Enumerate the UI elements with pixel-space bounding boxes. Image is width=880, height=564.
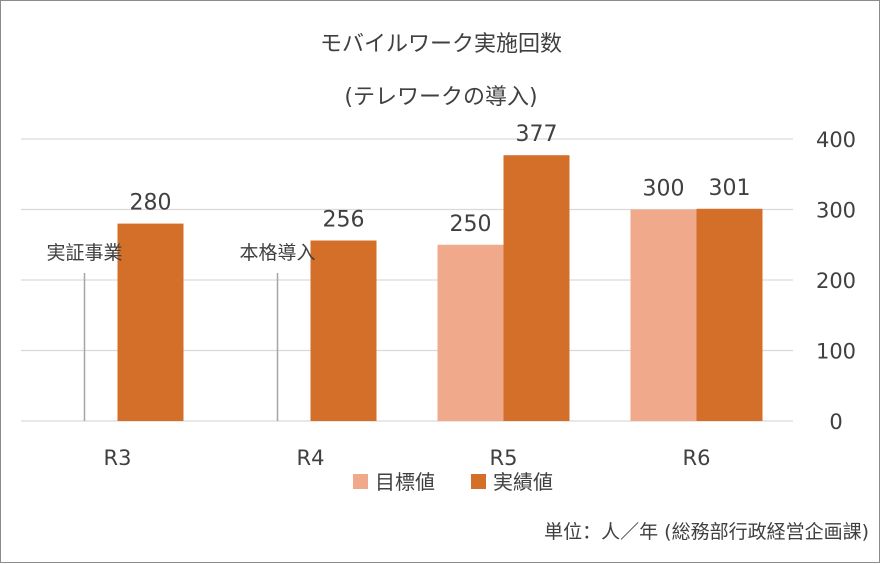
chart-subtitle: (テレワークの導入) — [344, 85, 537, 110]
y-tick-label: 0 — [829, 410, 842, 434]
legend-swatch — [353, 474, 368, 489]
data-label: 301 — [709, 176, 751, 201]
bar-actual — [503, 155, 570, 421]
annotations: 実証事業 本格導入 — [46, 242, 316, 421]
x-axis-labels: R3 R4 R5 R6 — [104, 446, 711, 470]
chart-title: モバイルワーク実施回数 — [320, 32, 562, 57]
x-tick-label: R6 — [683, 446, 711, 470]
data-label: 250 — [450, 212, 492, 237]
y-tick-label: 300 — [816, 199, 856, 223]
data-label: 280 — [130, 191, 172, 216]
y-tick-label: 200 — [816, 269, 856, 293]
source-note: 単位：人／年 (総務部行政経営企画課) — [544, 521, 869, 543]
x-tick-label: R5 — [490, 446, 518, 470]
data-label: 300 — [643, 177, 685, 202]
bars: 280 256 250 377 300 301 — [117, 122, 763, 421]
legend-label: 目標値 — [375, 470, 435, 494]
y-axis-ticks: 0 100 200 300 400 — [816, 128, 856, 434]
x-tick-label: R3 — [104, 446, 132, 470]
bar-target — [630, 209, 697, 421]
legend-swatch — [471, 474, 486, 489]
data-label: 377 — [516, 122, 558, 147]
legend-label: 実績値 — [493, 470, 553, 494]
bar-target — [437, 244, 504, 421]
annotation-label: 本格導入 — [239, 242, 315, 264]
y-tick-label: 400 — [816, 128, 856, 152]
bar-actual — [310, 240, 377, 421]
legend: 目標値 実績値 — [353, 470, 553, 494]
y-tick-label: 100 — [816, 340, 856, 364]
data-label: 256 — [323, 208, 365, 233]
bar-actual — [696, 208, 763, 421]
x-tick-label: R4 — [297, 446, 325, 470]
annotation-label: 実証事業 — [46, 242, 122, 264]
bar-actual — [117, 223, 184, 421]
